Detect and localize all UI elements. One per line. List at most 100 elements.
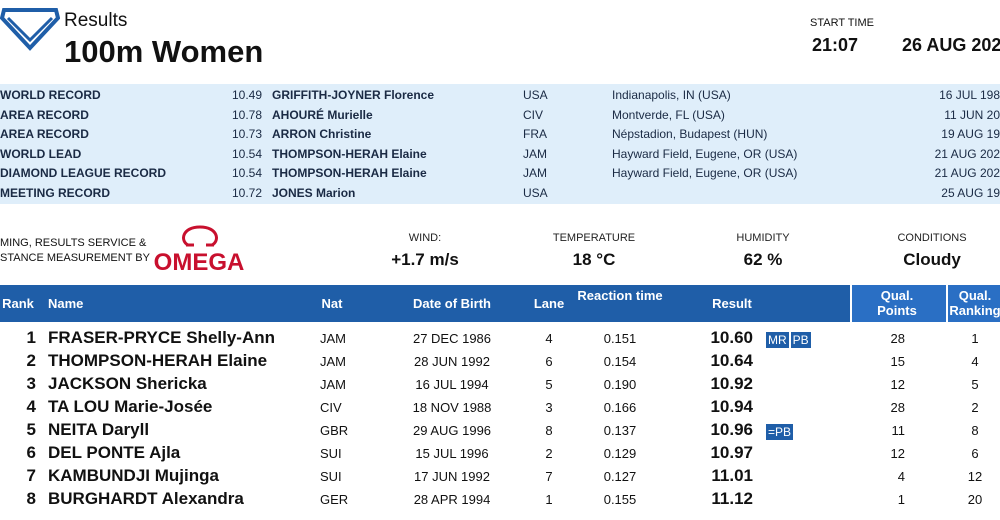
reaction-time: 0.166 [603,400,637,415]
condition-label: TEMPERATURE [552,232,636,244]
date-of-birth: 28 APR 1994 [413,492,491,507]
qual-ranking: 5 [971,377,979,392]
record-date: 11 JUN 20 [944,107,1000,122]
result: 11.12 [711,489,753,508]
record-nat: JAM [523,166,547,181]
lane: 8 [545,423,553,438]
timing-line: STANCE MEASUREMENT BY [0,252,150,264]
result: 10.96 [710,420,753,439]
reaction-time: 0.154 [603,354,637,369]
record-venue: Hayward Field, Eugene, OR (USA) [612,146,798,161]
qual-ranking: 12 [967,469,983,484]
qual-points: 15 [890,354,905,369]
start-time-label: START TIME [810,17,874,29]
record-label: AREA RECORD [0,127,89,142]
qual-header-bg [850,285,946,322]
record-date: 25 AUG 19 [941,186,1000,200]
qual-ranking: 4 [971,354,979,369]
rank: 8 [26,489,36,508]
column-header: Date of Birth [413,296,491,311]
record-venue: Montverde, FL (USA) [612,107,725,122]
reaction-time: 0.127 [603,469,637,484]
lane: 7 [545,469,553,484]
condition-value: Cloudy [903,250,961,269]
qual-ranking: 2 [971,400,979,415]
qual-points: 4 [897,469,905,484]
record-holder: ARRON Christine [272,127,372,142]
athlete-name: NEITA Daryll [48,420,150,439]
badges: MR PB [766,331,813,349]
rank: 4 [26,397,36,416]
reaction-time: 0.155 [603,492,637,507]
qual-ranking: 8 [971,423,979,438]
record-mark: 10.78 [231,107,262,122]
badges: =PB [766,423,795,441]
qual-points: 1 [897,492,905,507]
result: 10.92 [710,374,753,393]
record-nat: CIV [523,107,544,122]
result: 10.97 [710,443,753,462]
header-title: Results [64,10,128,31]
timing-text: MING, RESULTS SERVICE & STANCE MEASUREMEN… [0,236,150,266]
lane: 4 [545,331,553,346]
qual-points: 12 [890,377,905,392]
rank: 2 [26,351,36,370]
athlete-name: TA LOU Marie-Josée [48,397,213,416]
event-date: 26 AUG 202 [902,35,1000,55]
record-label: WORLD LEAD [0,146,82,161]
rank: 5 [26,420,36,439]
reaction-time: 0.137 [603,423,637,438]
record-date: 21 AUG 202 [934,166,1000,181]
rank: 3 [26,374,36,393]
record-holder: GRIFFITH-JOYNER Florence [272,88,435,102]
record-label: AREA RECORD [0,107,89,122]
column-header: Reaction time [577,288,663,303]
lane: 5 [545,377,553,392]
qual-header-bg [946,285,1000,322]
record-mark: 10.54 [231,146,262,161]
record-holder: JONES Marion [272,186,356,200]
lane: 1 [545,492,553,507]
date-of-birth: 17 JUN 1992 [414,469,490,484]
column-header: Qual. Ranking [949,288,1000,318]
timing-line: MING, RESULTS SERVICE & [0,237,147,249]
logo [0,8,60,51]
record-mark: 10.72 [231,186,262,200]
nat: JAM [320,377,346,392]
result: 10.60 [710,328,753,347]
date-of-birth: 27 DEC 1986 [412,331,492,346]
rank: 7 [26,466,36,485]
nat: SUI [320,446,342,461]
qual-ranking: 1 [971,331,979,346]
reaction-time: 0.129 [603,446,637,461]
record-nat: USA [523,186,548,200]
athlete-name: JACKSON Shericka [48,374,207,393]
record-mark: 10.54 [231,166,262,181]
record-mark: 10.49 [231,88,262,102]
reaction-time: 0.151 [603,331,637,346]
column-header: Name [48,296,84,311]
record-holder: THOMPSON-HERAH Elaine [272,166,427,181]
athlete-name: FRASER-PRYCE Shelly-Ann [48,328,276,347]
date-of-birth: 28 JUN 1992 [414,354,490,369]
record-date: 16 JUL 198 [939,88,1000,102]
record-nat: JAM [523,146,547,161]
athlete-name: KAMBUNDJI Mujinga [48,466,219,485]
record-holder: THOMPSON-HERAH Elaine [272,146,427,161]
record-nat: USA [523,88,548,102]
qual-points: 12 [890,446,905,461]
qual-points: 28 [890,400,905,415]
record-badge: MR [766,332,789,348]
condition-value: 18 °C [572,250,616,269]
rank: 6 [26,443,36,462]
column-header: Lane [533,296,565,311]
qual-points: 11 [891,423,906,438]
qual-points: 28 [890,331,905,346]
record-date: 21 AUG 202 [934,146,1000,161]
omega-logo: OMEGA [154,225,244,273]
nat: JAM [320,331,346,346]
record-label: WORLD RECORD [0,88,101,102]
record-label: MEETING RECORD [0,186,111,200]
nat: JAM [320,354,346,369]
